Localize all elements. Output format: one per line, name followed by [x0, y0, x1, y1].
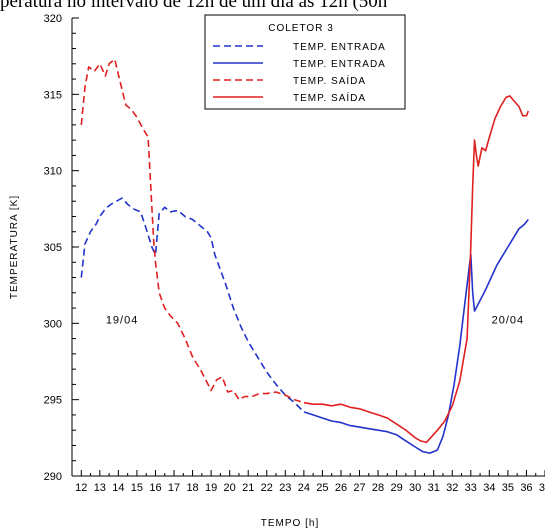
x-tick-label: 29	[390, 482, 402, 494]
x-tick-label: 26	[335, 482, 347, 494]
legend-entry: TEMP. SAÍDA	[293, 91, 366, 104]
annotation-label: 20/04	[492, 314, 525, 326]
y-tick-label: 290	[44, 471, 62, 483]
x-tick-label: 13	[94, 482, 106, 494]
series-line-4	[303, 95, 530, 444]
series-line-2	[303, 218, 529, 454]
x-tick-label: 28	[372, 482, 384, 494]
x-tick-label: 12	[75, 482, 87, 494]
series-line-1	[80, 197, 305, 413]
y-tick-label: 320	[44, 13, 62, 25]
y-tick-label: 300	[44, 318, 62, 330]
x-tick-label: 22	[261, 482, 273, 494]
y-tick-label: 305	[44, 242, 62, 254]
legend-title: COLETOR 3	[268, 23, 334, 34]
x-tick-label: 32	[446, 482, 458, 494]
x-tick-label: 34	[483, 482, 495, 494]
legend-entry: TEMP. ENTRADA	[293, 42, 386, 53]
x-tick-label: 27	[353, 482, 365, 494]
x-tick-label: 20	[224, 482, 236, 494]
x-tick-label: 23	[279, 482, 291, 494]
x-tick-label: 14	[112, 482, 124, 494]
x-tick-label: 24	[298, 482, 310, 494]
y-tick-label: 315	[44, 89, 62, 101]
x-tick-label: 31	[428, 482, 440, 494]
tick-layer: 12 13 14 15 16 17 18 19 20 21 22 23 24 25 26 27 28 29 30 31…	[44, 13, 545, 494]
legend-box	[204, 14, 406, 110]
series-line-3	[80, 58, 305, 404]
x-tick-label: 30	[409, 482, 421, 494]
x-tick-label: 35	[502, 482, 514, 494]
annotation-label: 19/04	[106, 314, 139, 326]
x-tick-label: 19	[205, 482, 217, 494]
x-tick-label: 18	[186, 482, 198, 494]
x-tick-label: 15	[131, 482, 143, 494]
legend-entry: TEMP. ENTRADA	[293, 59, 386, 70]
x-tick-label: 33	[465, 482, 477, 494]
y-axis-label: TEMPERATURA [K]	[9, 195, 20, 299]
x-tick-label: 21	[242, 482, 254, 494]
x-tick-label: 16	[149, 482, 161, 494]
caption-text: peratura no intervalo de 12h de um dia à…	[0, 0, 388, 12]
y-tick-label: 310	[44, 166, 62, 178]
annotation-layer: 19/04 20/04	[106, 314, 525, 326]
legend: COLETOR 3 TEMP. ENTRADA TEMP. ENTRADA TEMP.…	[204, 14, 406, 110]
x-axis-label: TEMPO [h]	[261, 518, 319, 529]
x-tick-label: 36	[520, 482, 532, 494]
x-tick-label: 17	[168, 482, 180, 494]
x-tick-label: 25	[316, 482, 328, 494]
legend-entry: TEMP. SAÍDA	[293, 74, 366, 87]
x-tick-label: 37	[539, 482, 545, 494]
y-tick-label: 295	[44, 395, 62, 407]
series-layer	[80, 58, 530, 454]
